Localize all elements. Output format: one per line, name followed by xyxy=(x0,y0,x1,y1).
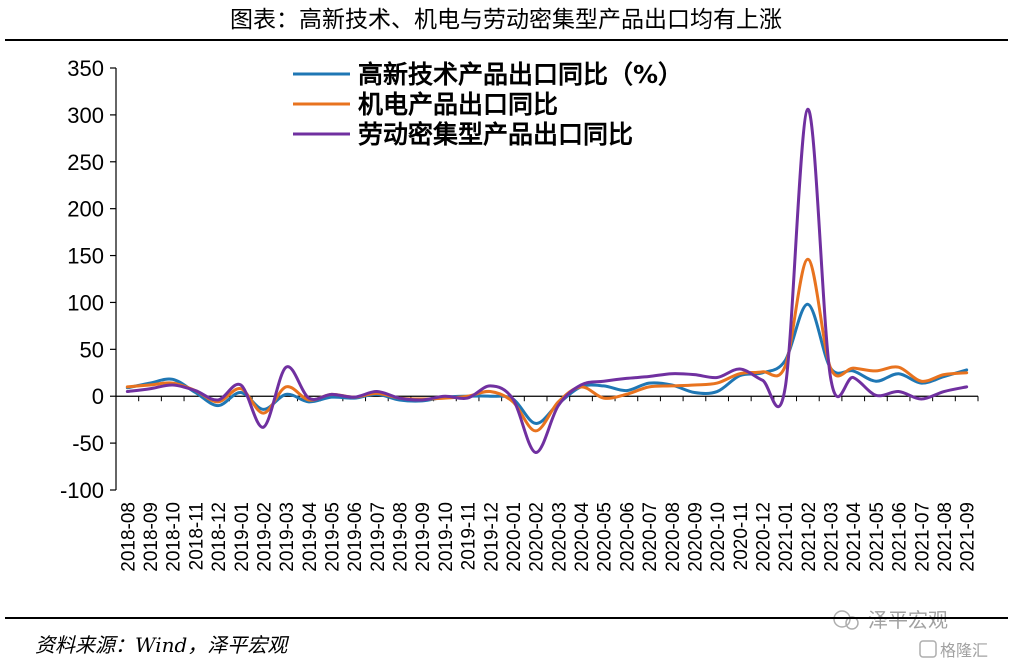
x-tick-label: 2020-09 xyxy=(685,502,706,572)
x-tick-label: 2021-05 xyxy=(867,502,888,572)
x-tick-label: 2018-08 xyxy=(118,502,139,572)
series-lines xyxy=(125,107,969,454)
x-tick-label: 2020-11 xyxy=(731,502,752,570)
x-tick-label: 2019-10 xyxy=(436,502,457,572)
header-title: 图表：高新技术、机电与劳动密集型产品出口均有上涨 xyxy=(230,7,782,33)
x-tick-label: 2021-03 xyxy=(822,502,843,572)
x-tick-label: 2020-12 xyxy=(754,502,775,572)
x-tick-label: 2021-04 xyxy=(844,502,865,572)
x-tick-label: 2019-05 xyxy=(323,502,344,572)
x-tick-label: 2020-04 xyxy=(572,502,593,572)
watermark-site: 格隆汇 xyxy=(940,641,988,660)
x-tick-label: 2018-12 xyxy=(209,502,230,572)
x-tick-label: 2018-10 xyxy=(164,502,185,572)
x-tick-label: 2018-09 xyxy=(141,502,162,572)
y-tick-label: -100 xyxy=(60,478,104,503)
x-tick-label: 2020-03 xyxy=(549,502,570,572)
y-tick-label: 0 xyxy=(92,384,104,409)
x-tick-label: 2019-09 xyxy=(413,502,434,572)
x-tick-label: 2020-02 xyxy=(527,502,548,572)
x-tick-label: 2021-08 xyxy=(935,502,956,572)
x-tick-label: 2019-04 xyxy=(300,502,321,572)
y-tick-label: 300 xyxy=(67,103,104,128)
x-tick-label: 2019-08 xyxy=(391,502,412,572)
x-tick-label: 2019-06 xyxy=(345,502,366,572)
x-tick-label: 2019-12 xyxy=(481,502,502,572)
x-tick-label: 2019-11 xyxy=(459,502,480,570)
x-tick-label: 2021-01 xyxy=(776,502,797,572)
x-tick-label: 2021-06 xyxy=(890,502,911,572)
x-tick-label: 2020-01 xyxy=(504,502,525,572)
y-tick-label: 250 xyxy=(67,150,104,175)
watermark: 泽平宏观 格隆汇 xyxy=(833,608,988,660)
y-tick-label: -50 xyxy=(72,431,104,456)
y-tick-label: 350 xyxy=(67,56,104,81)
y-tick-label: 100 xyxy=(67,290,104,315)
x-tick-label: 2020-08 xyxy=(663,502,684,572)
x-tick-label: 2020-07 xyxy=(640,502,661,572)
x-tick-label: 2018-11 xyxy=(186,502,207,570)
y-tick-label: 200 xyxy=(67,197,104,222)
x-tick-label: 2021-07 xyxy=(912,502,933,572)
x-tick-label: 2019-01 xyxy=(232,502,253,572)
series-line xyxy=(125,107,969,454)
legend-label: 劳动密集型产品出口同比 xyxy=(358,120,633,149)
y-tick-label: 150 xyxy=(67,244,104,269)
x-tick-label: 2021-09 xyxy=(958,502,979,572)
x-tick-label: 2019-07 xyxy=(368,502,389,572)
y-axis: -100 -50 0 50 100 150 200 250 300 350 xyxy=(60,56,117,503)
x-tick-label: 2020-10 xyxy=(708,502,729,572)
x-axis: 2018-08 2018-09 2018-10 2018-11 2018-12 2019-… xyxy=(115,395,979,572)
x-tick-label: 2021-02 xyxy=(799,502,820,572)
legend-label: 机电产品出口同比 xyxy=(358,90,558,119)
series-line xyxy=(125,257,969,433)
source-text: 资料来源：Wind，泽平宏观 xyxy=(35,633,289,657)
x-tick-label: 2019-03 xyxy=(277,502,298,572)
y-tick-label: 50 xyxy=(80,337,104,362)
site-logo-icon xyxy=(919,640,937,658)
x-tick-label: 2019-02 xyxy=(254,502,275,572)
x-tick-label: 2020-05 xyxy=(595,502,616,572)
watermark-account: 泽平宏观 xyxy=(868,608,948,632)
legend-label: 高新技术产品出口同比（%） xyxy=(358,60,683,89)
x-tick-label: 2020-06 xyxy=(617,502,638,572)
